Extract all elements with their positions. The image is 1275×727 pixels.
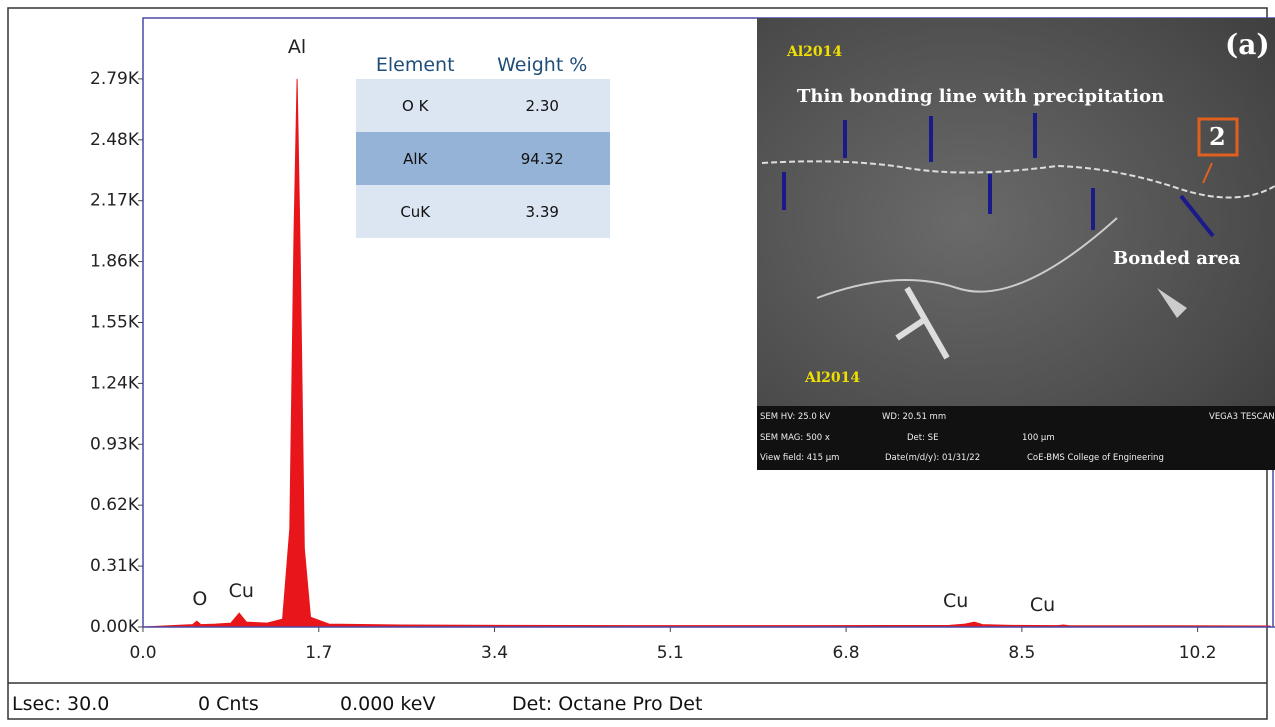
x-tick-label: 10.2 bbox=[1179, 643, 1217, 663]
column-header: Element bbox=[356, 50, 474, 79]
sem-footer-text: WD: 20.51 mm bbox=[882, 412, 946, 422]
sem-label: Al2014 bbox=[805, 370, 860, 386]
sem-label: Bonded area bbox=[1113, 248, 1240, 269]
table-cell: 3.39 bbox=[474, 185, 610, 238]
x-tick-label: 1.7 bbox=[305, 643, 332, 663]
y-tick-label: 0.31K bbox=[90, 556, 140, 576]
sem-image: Al2014 Al2014 Thin bonding line with pre… bbox=[757, 18, 1275, 470]
x-tick-label: 8.5 bbox=[1008, 643, 1035, 663]
peak-label: Al bbox=[288, 36, 306, 58]
status-item: Lsec: 30.0 bbox=[12, 693, 109, 715]
eds-window: 0.00K 0.31K 0.62K 0.93K 1.24K 1.55K 1.86K 2.17K… bbox=[0, 0, 1275, 727]
sem-footer-text: Det: SE bbox=[907, 433, 938, 443]
status-item: 0 Cnts bbox=[198, 693, 259, 715]
sem-label: Al2014 bbox=[787, 44, 842, 60]
y-tick-label: 0.62K bbox=[90, 495, 140, 515]
sem-features bbox=[757, 18, 1275, 406]
table-cell: 94.32 bbox=[474, 132, 610, 185]
peak-label: Cu bbox=[1030, 594, 1055, 616]
status-item: 0.000 keV bbox=[340, 693, 435, 715]
sem-footer-text: Date(m/d/y): 01/31/22 bbox=[885, 453, 980, 463]
sem-footer-text: CoE-BMS College of Engineering bbox=[1027, 453, 1164, 463]
table-cell: 2.30 bbox=[474, 79, 610, 132]
sem-label: Thin bonding line with precipitation bbox=[797, 86, 1164, 107]
table-cell: O K bbox=[356, 79, 474, 132]
sem-label: (a) bbox=[1225, 28, 1270, 61]
table-cell: CuK bbox=[356, 185, 474, 238]
peak-label: O bbox=[192, 588, 207, 610]
sem-footer-text: SEM MAG: 500 x bbox=[760, 433, 830, 443]
sem-marker: 2 bbox=[1209, 122, 1226, 151]
y-tick-label: 2.17K bbox=[90, 191, 140, 211]
sem-footer-text: VEGA3 TESCAN bbox=[1209, 412, 1275, 422]
y-tick-label: 0.93K bbox=[90, 434, 140, 454]
y-tick-label: 1.86K bbox=[90, 252, 140, 272]
y-tick-label: 1.24K bbox=[90, 373, 140, 393]
y-tick-label: 2.79K bbox=[90, 69, 140, 89]
x-tick-label: 5.1 bbox=[657, 643, 684, 663]
y-tick-label: 1.55K bbox=[90, 313, 140, 333]
x-tick-label: 0.0 bbox=[129, 643, 156, 663]
sem-footer-text: 100 μm bbox=[1022, 433, 1055, 443]
sem-footer: SEM HV: 25.0 kV WD: 20.51 mm VEGA3 TESCAN S… bbox=[757, 406, 1275, 470]
y-tick-label: 0.00K bbox=[90, 617, 140, 637]
x-tick-label: 6.8 bbox=[833, 643, 860, 663]
table-cell: AlK bbox=[356, 132, 474, 185]
peak-label: Cu bbox=[943, 590, 968, 612]
peak-label: Cu bbox=[229, 580, 254, 602]
status-item: Det: Octane Pro Det bbox=[512, 693, 702, 715]
column-header: Weight % bbox=[474, 50, 610, 79]
y-tick-label: 2.48K bbox=[90, 130, 140, 150]
sem-footer-text: View field: 415 μm bbox=[760, 453, 839, 463]
sem-footer-text: SEM HV: 25.0 kV bbox=[760, 412, 830, 422]
x-tick-label: 3.4 bbox=[481, 643, 508, 663]
